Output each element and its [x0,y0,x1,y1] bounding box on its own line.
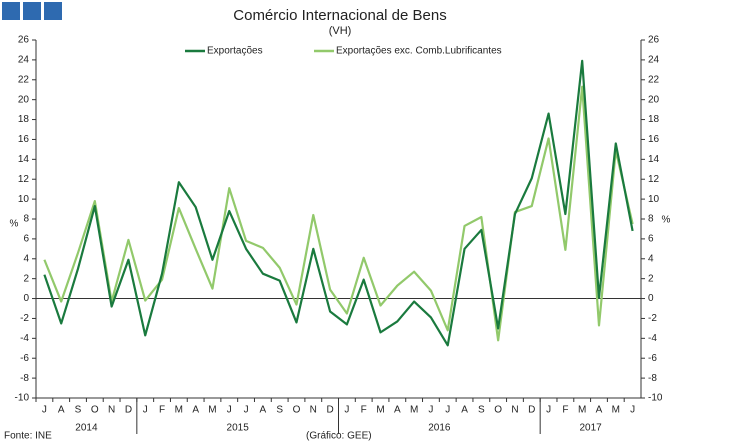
y2-tick-label: 8 [648,214,654,225]
y-tick-label: 6 [23,234,29,245]
chart-subtitle: (VH) [329,25,352,37]
x-tick-label: J [428,405,433,416]
year-label: 2016 [428,423,451,434]
x-tick-label: D [326,405,333,416]
x-tick-label: A [596,405,603,416]
x-tick-label: J [244,405,249,416]
y2-tick-label: 24 [648,55,660,66]
x-tick-label: S [75,405,82,416]
y-tick-label: -8 [20,373,29,384]
series-line [43,59,634,347]
y2-tick-label: 2 [648,273,654,284]
y-tick-label: -2 [20,313,29,324]
y-tick-label: -10 [15,393,30,404]
x-tick-label: S [478,405,485,416]
y2-tick-label: 26 [648,35,660,46]
y2-tick-label: 0 [648,293,654,304]
y-tick-label: 0 [23,293,29,304]
y-tick-label: 10 [18,194,30,205]
y2-tick-label: 20 [648,94,660,105]
x-tick-label: J [227,405,232,416]
x-tick-label: J [143,405,148,416]
x-tick-label: M [175,405,183,416]
logo-square [23,2,41,20]
x-tick-label: A [461,405,468,416]
x-tick-label: F [562,405,568,416]
x-tick-label: O [494,405,502,416]
x-tick-label: F [361,405,367,416]
y-tick-label: 20 [18,94,30,105]
y2-tick-label: 14 [648,154,660,165]
x-tick-label: M [612,405,620,416]
y-tick-label: 12 [18,174,30,185]
x-tick-label: M [376,405,384,416]
y-axis-label: % [10,219,19,230]
x-tick-label: O [91,405,99,416]
x-tick-label: M [208,405,216,416]
x-tick-label: M [578,405,586,416]
y-tick-label: 4 [23,253,29,264]
y2-tick-label: -6 [648,353,657,364]
y2-tick-label: -4 [648,333,657,344]
y2-tick-label: 10 [648,194,660,205]
x-tick-label: A [394,405,401,416]
year-label: 2017 [579,423,602,434]
y2-tick-label: 16 [648,134,660,145]
chart-title: Comércio Internacional de Bens [233,7,446,24]
x-tick-label: F [159,405,165,416]
y-tick-label: 2 [23,273,29,284]
x-tick-label: A [192,405,199,416]
y-tick-label: 24 [18,55,30,66]
y-tick-label: -4 [20,333,29,344]
y2-tick-label: -8 [648,373,657,384]
y2-tick-label: 6 [648,234,654,245]
y-tick-label: -6 [20,353,29,364]
y2-tick-label: 18 [648,114,660,125]
y-tick-label: 14 [18,154,30,165]
x-tick-label: N [511,405,518,416]
x-tick-label: J [344,405,349,416]
y-tick-label: 22 [18,74,30,85]
year-label: 2014 [75,423,98,434]
y2-tick-label: -2 [648,313,657,324]
credit: (Gráfico: GEE) [306,431,372,442]
y-tick-label: 8 [23,214,29,225]
x-tick-label: N [310,405,317,416]
y2-tick-label: 22 [648,74,660,85]
source: Fonte: INE [4,431,52,442]
x-tick-label: A [58,405,65,416]
x-tick-label: O [293,405,301,416]
y-tick-label: 18 [18,114,30,125]
y-tick-label: 16 [18,134,30,145]
x-tick-label: S [276,405,283,416]
logo-square [2,2,20,20]
legend-label: Exportações exc. Comb.Lubrificantes [336,46,502,57]
legend-label: Exportações [207,46,263,57]
y2-tick-label: 4 [648,253,654,264]
y2-axis-label: % [662,215,671,226]
series-line [43,85,634,342]
y2-tick-label: 12 [648,174,660,185]
x-tick-label: J [42,405,47,416]
x-tick-label: N [108,405,115,416]
y-tick-label: 26 [18,35,30,46]
x-tick-label: J [630,405,635,416]
x-tick-label: D [125,405,132,416]
x-tick-label: J [546,405,551,416]
y2-tick-label: -10 [648,393,663,404]
x-tick-label: D [528,405,535,416]
x-tick-label: J [445,405,450,416]
logo-square [44,2,62,20]
year-label: 2015 [227,423,250,434]
x-tick-label: A [260,405,267,416]
x-tick-label: M [410,405,418,416]
